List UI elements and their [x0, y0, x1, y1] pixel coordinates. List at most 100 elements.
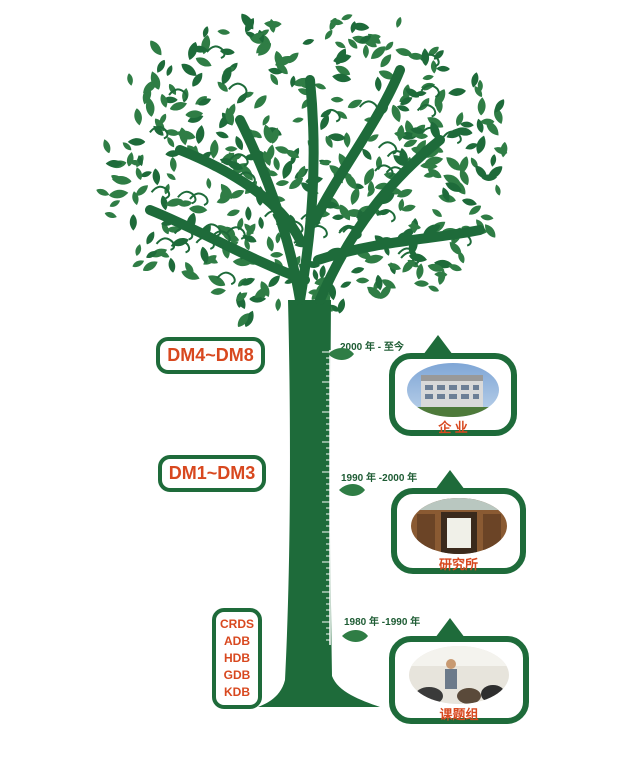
- branch-curl: [442, 130, 462, 145]
- leaf-icon: [422, 74, 434, 81]
- leaf-icon: [181, 270, 200, 280]
- ruler-tick-label: 9: [334, 632, 342, 636]
- leaf-icon: [195, 57, 212, 67]
- leaf-icon: [396, 189, 413, 198]
- tree-trunk: [258, 300, 380, 707]
- branch-curl: [226, 226, 246, 240]
- leaf-icon: [135, 167, 142, 180]
- leaf-icon: [210, 139, 219, 159]
- leaf-icon: [237, 313, 249, 327]
- leaf-icon: [150, 40, 162, 56]
- leaf-icon: [430, 121, 440, 141]
- ruler-tick-label: 9: [334, 368, 342, 372]
- branch-curl: [386, 150, 407, 164]
- leaf-icon: [171, 238, 189, 247]
- leaf-icon: [108, 189, 129, 199]
- branch-curl: [377, 141, 398, 155]
- branch-curl: [229, 153, 249, 167]
- leaf-icon: [217, 81, 228, 92]
- leaf-icon: [221, 66, 232, 85]
- leaf-icon: [367, 188, 375, 197]
- leaf-icon: [275, 180, 289, 186]
- product-adb: ADB: [224, 634, 250, 648]
- leaf-icon: [364, 254, 384, 264]
- leaf-icon: [105, 160, 123, 168]
- leaf-icon: [415, 140, 426, 155]
- leaf-icon: [438, 269, 446, 285]
- leaf-icon: [251, 32, 264, 40]
- leaf-icon: [166, 65, 173, 76]
- leaf-icon: [328, 348, 354, 360]
- institute-frame: 研究所: [391, 470, 526, 574]
- leaf-icon: [330, 96, 344, 103]
- leaf-icon: [460, 121, 474, 128]
- leaf-icon: [471, 72, 479, 88]
- research-group-frame: 课题组: [389, 618, 529, 724]
- ruler-tick-label: 6: [334, 544, 342, 549]
- classroom-photo: [409, 646, 509, 704]
- leaf-icon: [263, 124, 273, 144]
- leaf-icon: [126, 152, 134, 167]
- leaf-icon: [350, 21, 357, 34]
- leaf-icon: [195, 125, 205, 144]
- leaf-icon: [378, 70, 396, 80]
- branch-curl: [420, 84, 440, 98]
- leaf-icon: [270, 127, 279, 144]
- branch-curl: [206, 45, 226, 59]
- branch-curl: [228, 82, 248, 97]
- leaf-icon: [370, 46, 386, 59]
- leaf-icon: [387, 263, 401, 270]
- leaf-icon: [244, 310, 254, 327]
- leaf-icon: [465, 143, 478, 150]
- ruler-tick-label: 9: [334, 401, 342, 405]
- enterprise-frame: 企 业: [389, 335, 517, 436]
- leaf-icon: [474, 86, 483, 97]
- leaf-icon: [266, 144, 275, 162]
- leaf-icon: [132, 260, 145, 268]
- leaf-icon: [134, 108, 142, 126]
- leaf-icon: [375, 274, 383, 291]
- research-group-caption: 课题组: [439, 707, 479, 722]
- leaf-icon: [268, 275, 280, 287]
- leaf-icon: [332, 214, 345, 220]
- leaf-icon: [462, 198, 477, 206]
- ruler-tick-label: 9: [334, 500, 342, 504]
- leaf-icon: [325, 135, 333, 148]
- leaf-icon: [208, 275, 226, 287]
- leaf-icon: [258, 43, 272, 56]
- leaf-icon: [446, 157, 461, 171]
- leaf-icon: [481, 174, 497, 181]
- leaf-icon: [240, 277, 255, 286]
- early-products-bubble: CRDS ADB HDB GDB KDB: [212, 608, 262, 709]
- leaf-icon: [436, 65, 450, 72]
- branch-curl: [149, 125, 169, 140]
- era-2000-label: 2000 年 - 至今: [340, 342, 404, 353]
- ruler-tick-label: 3: [334, 489, 342, 493]
- leaf-icon: [359, 35, 372, 44]
- ruler-tick-label: 3: [334, 456, 342, 460]
- leaf-icon: [205, 256, 218, 264]
- leaf-icon: [443, 174, 461, 185]
- leaf-icon: [480, 214, 494, 221]
- leaf-icon: [490, 154, 497, 167]
- ruler-tick-label: 3: [334, 555, 342, 559]
- leaf-icon: [235, 136, 244, 151]
- leaf-icon: [427, 46, 439, 56]
- leaf-icon: [129, 214, 137, 231]
- leaf-icon: [339, 484, 365, 496]
- leaf-icon: [320, 114, 329, 131]
- leaf-icon: [169, 101, 187, 111]
- building-photo: [407, 363, 499, 417]
- leaf-icon: [226, 209, 240, 217]
- leaf-icon: [380, 54, 392, 68]
- leaf-icon: [410, 220, 417, 233]
- leaf-icon: [345, 173, 357, 190]
- leaf-icon: [495, 184, 501, 196]
- leaf-icon: [242, 234, 257, 243]
- leaf-icon: [485, 224, 496, 238]
- leaf-icon: [403, 139, 418, 148]
- leaf-icon: [380, 284, 391, 299]
- leaf-icon: [477, 97, 486, 116]
- ruler-tick-label: 6: [334, 577, 342, 582]
- leaf-icon: [335, 48, 347, 65]
